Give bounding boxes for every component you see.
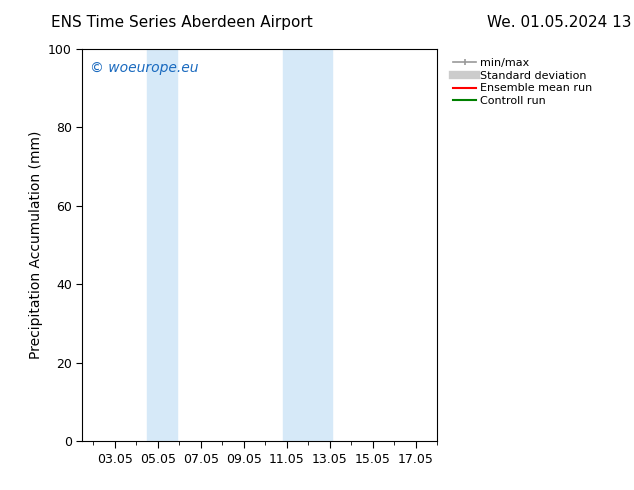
Legend: min/max, Standard deviation, Ensemble mean run, Controll run: min/max, Standard deviation, Ensemble me… — [450, 54, 596, 110]
Y-axis label: Precipitation Accumulation (mm): Precipitation Accumulation (mm) — [29, 131, 42, 359]
Text: We. 01.05.2024 13 UTC: We. 01.05.2024 13 UTC — [487, 15, 634, 30]
Bar — [147, 49, 177, 441]
Text: ENS Time Series Aberdeen Airport: ENS Time Series Aberdeen Airport — [51, 15, 313, 30]
Bar — [283, 49, 332, 441]
Text: © woeurope.eu: © woeurope.eu — [89, 61, 198, 75]
